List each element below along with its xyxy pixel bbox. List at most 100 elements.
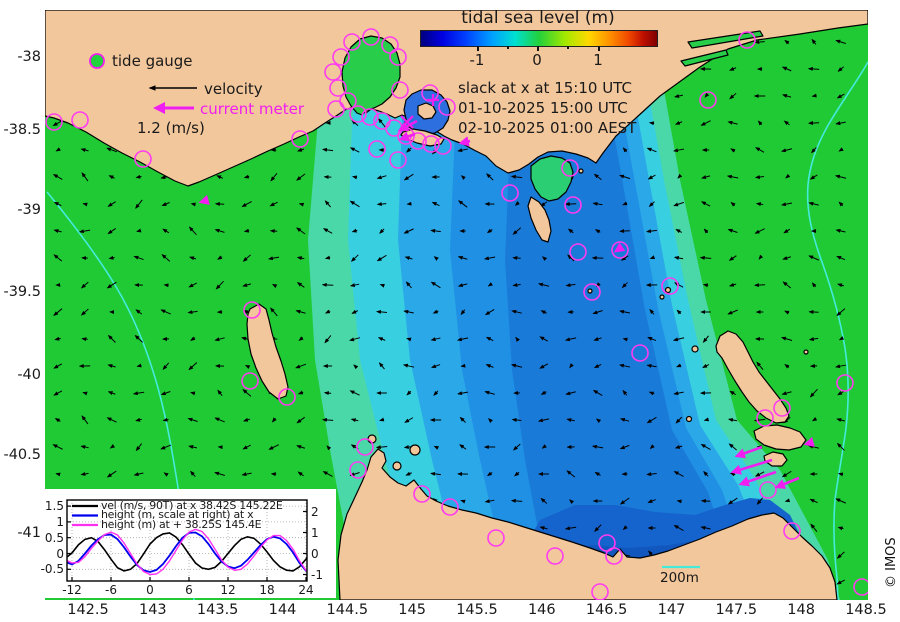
inset-legend-entry: height (m, scale at right) at x <box>101 508 254 521</box>
lon-tick-label: 144 <box>268 602 297 618</box>
lat-tick-label: -41 <box>17 525 41 541</box>
tide-gauge-marker <box>291 130 309 148</box>
current-meter-arrow <box>774 476 800 489</box>
tide-gauge-marker <box>441 498 459 516</box>
tide-gauge-marker <box>389 151 407 169</box>
lat-tick-label: -40 <box>17 367 41 383</box>
colorbar <box>420 30 658 47</box>
tide-gauge-marker <box>413 485 431 503</box>
land-flinders-island <box>715 330 790 424</box>
gippsland-lakes <box>687 30 764 49</box>
current-meter-arrow <box>803 436 815 447</box>
tide-gauge-marker <box>389 48 407 66</box>
colorbar-tick <box>598 46 600 51</box>
lon-tick-label: 142.5 <box>67 602 109 618</box>
inset-right-tick-label: 2 <box>311 504 319 519</box>
tide-gauge-marker <box>391 81 409 99</box>
inset-left-tick-label: 1 <box>56 514 64 529</box>
inset-chart <box>44 489 336 598</box>
tide-gauge-marker <box>327 100 345 118</box>
tide-gauge-marker <box>349 461 367 479</box>
tide-gauge-marker <box>853 578 868 596</box>
lon-tick-label: 145 <box>398 602 426 618</box>
lat-tick-label: -38.5 <box>3 122 41 138</box>
land-king-island <box>246 303 289 400</box>
islet <box>659 294 665 300</box>
inset-x-tick-label: 24 <box>298 583 314 597</box>
tide-gauge-marker <box>773 399 791 417</box>
inset-right-tick-label: 0 <box>311 546 319 561</box>
islet <box>392 461 402 471</box>
tide-gauge-marker <box>569 243 587 261</box>
inset-legend-entry: height (m) at + 38.25S 145.4E <box>101 517 262 531</box>
inset-axis-ticks <box>67 505 307 581</box>
inset-x-tick-label: 0 <box>146 583 154 597</box>
lon-tick-label: 144.5 <box>326 602 369 618</box>
tide-gauge-marker <box>361 108 379 126</box>
tide-gauge-marker <box>368 140 386 158</box>
inset-right-tick-label: -1 <box>311 567 323 582</box>
tide-gauge-marker <box>434 137 452 155</box>
colorbar-tick <box>477 46 479 51</box>
lat-tick-label: -39 <box>17 202 41 218</box>
tide-gauge-marker <box>349 105 367 123</box>
tide-gauge-marker <box>438 98 456 116</box>
inset-x-tick-label: -6 <box>105 583 117 597</box>
depth-contour-east <box>806 61 868 600</box>
islet <box>664 286 672 294</box>
figure-title: tidal sea level (m) <box>461 8 615 28</box>
land-french-island <box>417 102 437 120</box>
tide-gauge-marker <box>324 63 342 81</box>
land-wilsons-promontory <box>527 196 552 243</box>
lon-tick-label: 146 <box>527 602 556 618</box>
land-cape-barren-island <box>753 424 807 451</box>
inset-right-tick-label: 1 <box>311 525 319 540</box>
lon-tick-label: 146.5 <box>585 602 628 618</box>
current-meter-arrow <box>397 119 418 132</box>
local-datetime-label: 02-10-2025 01:00 AEST <box>458 119 637 137</box>
x-site-marker <box>400 115 414 129</box>
tide-gauge-marker <box>564 196 582 214</box>
inset-legend-swatches <box>72 504 98 527</box>
velocity-legend-label: velocity <box>204 80 263 98</box>
current-meter-arrow <box>738 470 777 487</box>
tide-gauge-marker <box>699 91 717 109</box>
lat-tick-label: -40.5 <box>3 447 41 463</box>
lon-tick-label: 147 <box>657 602 686 618</box>
tide-gauge-marker <box>241 372 259 390</box>
inset-legend-entry: vel (m/s, 90T) at x 38.42S 145.22E <box>101 498 283 512</box>
colorbar-tick-label: 0 <box>532 51 542 69</box>
tide-gauge-marker <box>501 184 519 202</box>
tide-gauge-marker <box>134 150 152 168</box>
colorbar-tick-label: -1 <box>469 51 485 69</box>
current-meter-arrow <box>458 136 471 147</box>
tide-gauge-legend-label: tide gauge <box>112 52 193 70</box>
tide-gauge-marker <box>71 111 89 129</box>
tide-gauge-marker <box>278 388 296 406</box>
attribution-text: © IMOS 17-Jun-2025 01:57:36 out71_13c . … <box>884 537 900 588</box>
tide-gauge-marker <box>362 28 380 46</box>
inset-x-tick-label: 18 <box>259 583 275 597</box>
tide-gauge-marker <box>661 277 679 295</box>
islet <box>803 349 809 355</box>
islet <box>685 415 693 423</box>
current-meter-arrow <box>734 445 763 459</box>
inset-series <box>67 528 307 576</box>
tide-gauge-marker <box>783 522 801 540</box>
tide-gauge-marker <box>332 48 350 66</box>
tide-gauge-legend-icon <box>89 53 105 69</box>
current-meter-legend-label: current meter <box>200 100 304 118</box>
current-meter-arrow <box>198 194 210 205</box>
inset-series <box>67 532 307 572</box>
tide-gauge-marker <box>561 159 579 177</box>
inset-x-tick-label: 6 <box>185 583 193 597</box>
site-markers <box>400 94 439 129</box>
tide-gauge-marker <box>381 36 399 54</box>
tide-gauge-marker <box>759 481 777 499</box>
lon-tick-label: 143.5 <box>196 602 239 618</box>
tide-gauge-marker <box>243 301 261 319</box>
current-meter-arrow <box>398 131 416 142</box>
land-tasmania <box>337 448 838 600</box>
